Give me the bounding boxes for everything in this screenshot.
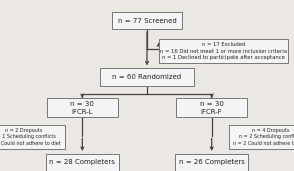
Text: n = 60 Randomized: n = 60 Randomized	[112, 74, 182, 80]
FancyBboxPatch shape	[229, 125, 294, 149]
FancyBboxPatch shape	[47, 98, 118, 117]
Text: n = 30
IFCR-L: n = 30 IFCR-L	[70, 101, 94, 115]
FancyBboxPatch shape	[159, 39, 288, 63]
FancyBboxPatch shape	[0, 125, 65, 149]
FancyBboxPatch shape	[175, 154, 248, 171]
Text: n = 30
IFCR-F: n = 30 IFCR-F	[200, 101, 224, 115]
FancyBboxPatch shape	[112, 12, 182, 29]
FancyBboxPatch shape	[176, 98, 247, 117]
Text: n = 4 Dropouts
n = 2 Scheduling conflicts
n = 2 Could not adhere to diet: n = 4 Dropouts n = 2 Scheduling conflict…	[233, 128, 294, 146]
Text: n = 26 Completers: n = 26 Completers	[179, 159, 245, 166]
FancyBboxPatch shape	[100, 68, 194, 86]
FancyBboxPatch shape	[46, 154, 119, 171]
Text: n = 28 Completers: n = 28 Completers	[49, 159, 115, 166]
Text: n = 2 Dropouts
n = 1 Scheduling conflicts
n = 1 Could not adhere to diet: n = 2 Dropouts n = 1 Scheduling conflict…	[0, 128, 61, 146]
Text: n = 17 Excluded
n = 16 Did not meet 1 or more inclusion criteria
n = 1 Declined : n = 17 Excluded n = 16 Did not meet 1 or…	[160, 42, 287, 60]
Text: n = 77 Screened: n = 77 Screened	[118, 17, 176, 24]
